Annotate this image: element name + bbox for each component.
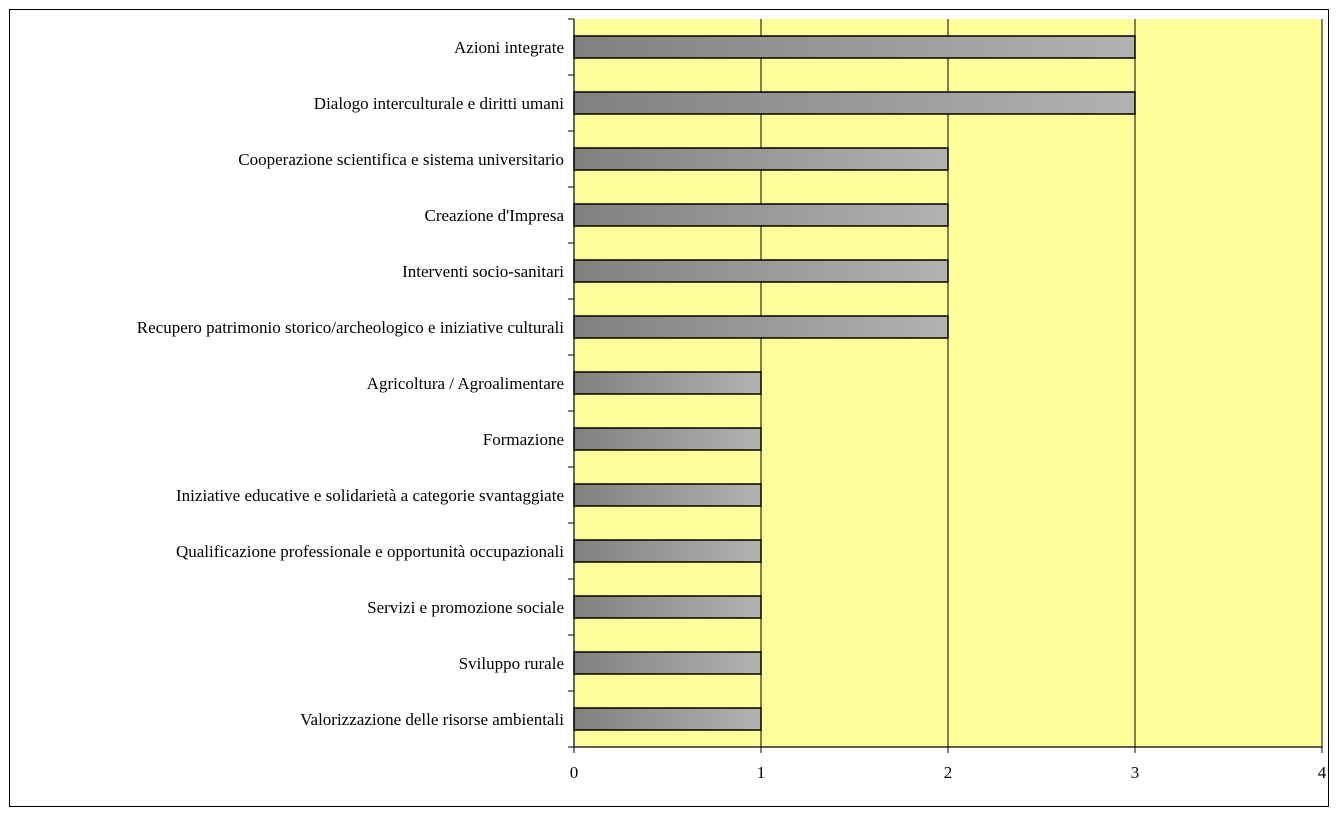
x-tick-label: 0: [570, 763, 579, 782]
x-tick-label: 2: [944, 763, 953, 782]
x-tick-label: 1: [757, 763, 766, 782]
bar: [573, 91, 1136, 115]
bar: [573, 315, 949, 339]
category-label: Interventi socio-sanitari: [402, 262, 564, 281]
chart-frame: Azioni integrate Dialogo interculturale e…: [9, 9, 1329, 807]
bar: [573, 259, 949, 283]
category-label: Agricoltura / Agroalimentare: [367, 374, 564, 393]
category-label: Dialogo interculturale e diritti umani: [314, 94, 564, 113]
bar: [573, 539, 762, 563]
bar: [573, 203, 949, 227]
category-label: Qualificazione professionale e opportuni…: [176, 542, 564, 561]
category-label: Recupero patrimonio storico/archeologico…: [137, 318, 564, 337]
category-label: Azioni integrate: [454, 38, 564, 57]
category-label: Creazione d'Impresa: [425, 206, 565, 225]
category-label: Servizi e promozione sociale: [367, 598, 564, 617]
category-label: Valorizzazione delle risorse ambientali: [300, 710, 564, 729]
x-tick-label: 3: [1131, 763, 1140, 782]
bar: [573, 707, 762, 731]
category-label: Cooperazione scientifica e sistema unive…: [238, 150, 564, 169]
bar: [573, 147, 949, 171]
bar: [573, 651, 762, 675]
category-label: Formazione: [483, 430, 564, 449]
category-label: Iniziative educative e solidarietà a cat…: [176, 486, 564, 505]
bar: [573, 427, 762, 451]
bar: [573, 595, 762, 619]
bar: [573, 371, 762, 395]
bar-chart: Azioni integrate Dialogo interculturale e…: [137, 18, 1327, 782]
x-tick-label: 4: [1318, 763, 1327, 782]
bar: [573, 35, 1136, 59]
bar: [573, 483, 762, 507]
category-label: Sviluppo rurale: [459, 654, 564, 673]
